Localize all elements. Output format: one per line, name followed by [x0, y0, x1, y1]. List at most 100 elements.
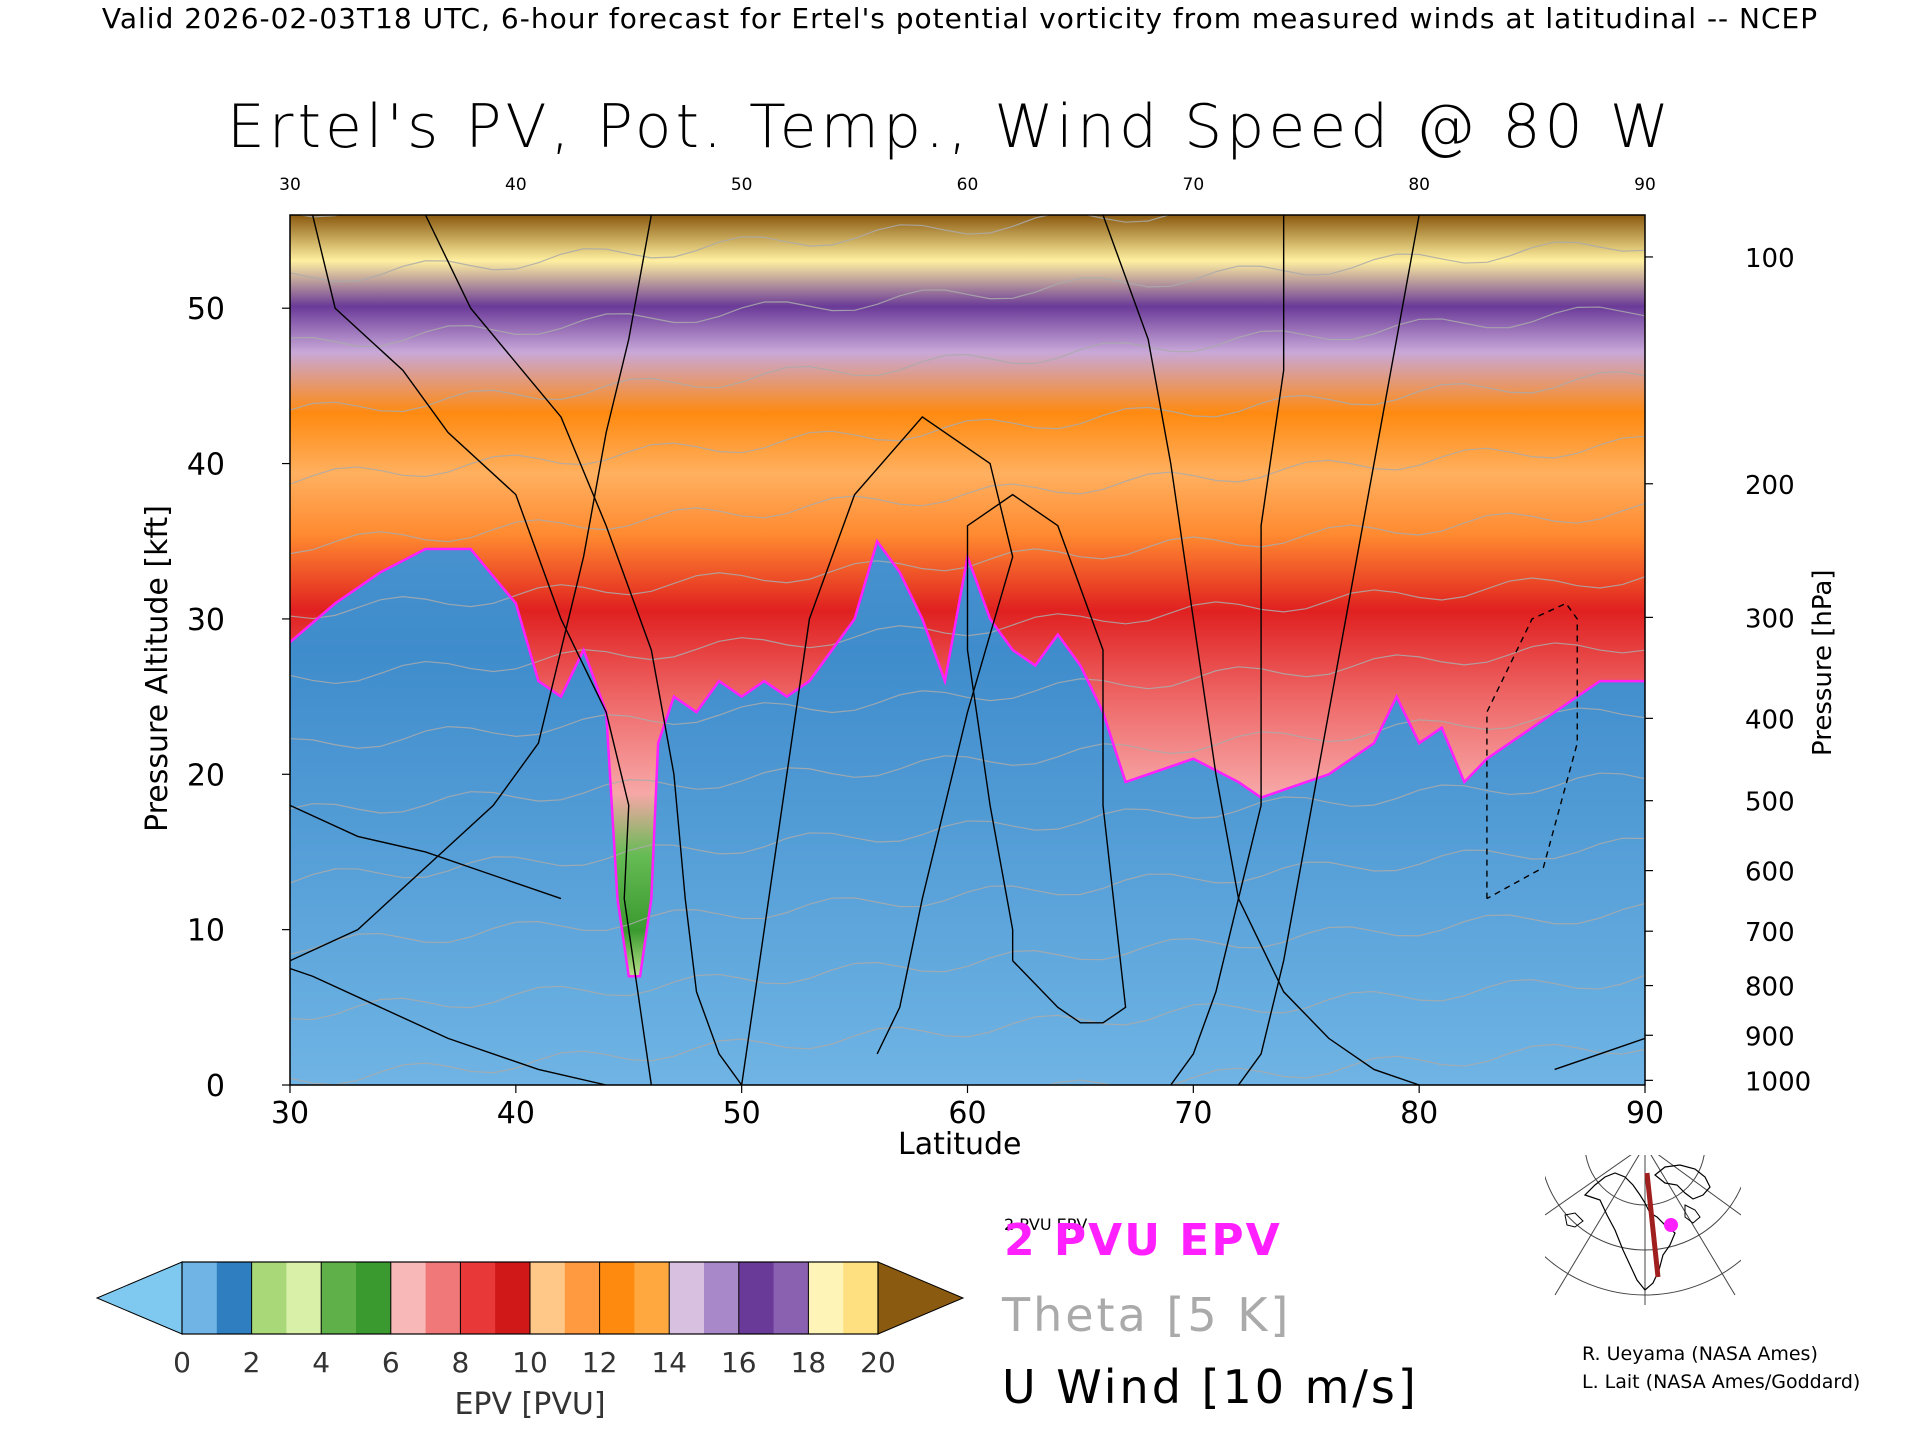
colorbar-band — [460, 1262, 496, 1334]
pressure-tick-label: 700 — [1745, 918, 1795, 948]
colorbar-band — [634, 1262, 670, 1334]
theta-line — [290, 642, 1645, 749]
x-tick-label: 30 — [271, 1096, 309, 1131]
pressure-tick-label: 1000 — [1745, 1067, 1811, 1097]
wind-line — [1237, 215, 1420, 1085]
wind-line — [1102, 215, 1420, 1085]
y-tick-label: 10 — [187, 914, 225, 949]
pressure-tick-label: 900 — [1745, 1022, 1795, 1052]
x-top-tick-label: 40 — [505, 175, 527, 195]
wind-line — [424, 215, 743, 1085]
colorbar-tick-label: 20 — [860, 1346, 896, 1379]
forecast-header: Valid 2026-02-03T18 UTC, 6-hour forecast… — [101, 2, 1819, 35]
theta-line — [290, 435, 1645, 555]
theta-line — [290, 837, 1645, 955]
x-tick-label: 90 — [1626, 1096, 1664, 1131]
stratosphere-fill — [290, 215, 1645, 977]
colorbar-tick-label: 4 — [312, 1346, 330, 1379]
colorbar-under — [95, 1261, 183, 1335]
credits: R. Ueyama (NASA Ames) L. Lait (NASA Ames… — [1582, 1340, 1860, 1396]
x-tick-label: 70 — [1174, 1096, 1212, 1131]
credit-line-2: L. Lait (NASA Ames/Goddard) — [1582, 1371, 1861, 1393]
colorbar-tick-label: 12 — [582, 1346, 618, 1379]
colorbar-tick-label: 18 — [791, 1346, 827, 1379]
colorbar-band — [669, 1262, 705, 1334]
theta-line — [290, 974, 1645, 1085]
colorbar-band — [773, 1262, 809, 1334]
pressure-tick-label: 300 — [1745, 604, 1795, 634]
wind-line — [740, 416, 1014, 1085]
legend-theta: Theta [5 K] — [1002, 1288, 1292, 1342]
chart-title-text: Ertel's PV, Pot. Temp., Wind Speed @ 80 … — [226, 92, 1674, 162]
colorbar-band — [808, 1262, 844, 1334]
colorbar-band — [216, 1262, 253, 1334]
colorbar-band — [843, 1262, 879, 1334]
colorbar-tick-label: 16 — [721, 1346, 757, 1379]
chart-title: Ertel's PV, Pot. Temp., Wind Speed @ 80 … — [0, 92, 1920, 162]
theta-line — [290, 215, 1171, 283]
pressure-tick-label: 800 — [1745, 973, 1795, 1003]
easterly-wind-line — [1486, 602, 1578, 900]
pressure-tick-label: 100 — [1745, 244, 1795, 274]
pressure-tick-label: 200 — [1745, 471, 1795, 501]
x-top-tick-label: 70 — [1183, 175, 1205, 195]
colorbar-tick-label: 14 — [651, 1346, 687, 1379]
colorbar-band — [738, 1262, 775, 1334]
colorbar-band — [425, 1262, 461, 1334]
theta-line — [290, 241, 1645, 347]
y-tick-label: 40 — [187, 448, 225, 483]
theta-line — [290, 902, 1645, 1021]
theta-line — [290, 306, 1645, 413]
colorbar-band — [182, 1262, 218, 1334]
wind-line — [1170, 215, 1285, 1085]
theta-line — [297, 215, 340, 218]
colorbar-tick-label: 10 — [512, 1346, 548, 1379]
colorbar-band — [286, 1262, 322, 1334]
theta-line — [290, 772, 1645, 884]
colorbar-label: EPV [PVU] — [454, 1387, 605, 1422]
legend-pv-text: 2 PVU EPV — [1004, 1215, 1282, 1266]
theta-contours — [290, 215, 1645, 1085]
wind-line — [1554, 1037, 1645, 1071]
theta-line — [1047, 1043, 1645, 1085]
y-tick-label: 30 — [187, 603, 225, 638]
colorbar-band — [251, 1262, 287, 1334]
x-tick-label: 80 — [1400, 1096, 1438, 1131]
x-tick-label: 50 — [723, 1096, 761, 1131]
legend-pv: 2 PVU EPV — [1004, 1215, 1088, 1234]
pv-2-contour — [290, 538, 1645, 978]
y-axis-label: Pressure Altitude [kft] — [140, 505, 175, 832]
x-tick-label: 60 — [948, 1096, 986, 1131]
colorbar-band — [495, 1262, 531, 1334]
colorbar-tick-label: 6 — [382, 1346, 400, 1379]
pressure-axis-label: Pressure [hPa] — [1808, 569, 1838, 757]
x-top-tick-label: 90 — [1634, 175, 1656, 195]
theta-line — [290, 371, 1645, 485]
wind-contours — [290, 215, 1645, 1085]
x-top-tick-label: 50 — [731, 175, 753, 195]
colorbar-band — [704, 1262, 740, 1334]
colorbar-band — [356, 1262, 392, 1334]
wind-line — [290, 215, 653, 962]
pressure-tick-label: 500 — [1745, 788, 1795, 818]
y-tick-label: 0 — [206, 1069, 225, 1104]
pressure-tick-label: 400 — [1745, 705, 1795, 735]
locator-map — [1494, 994, 1796, 1305]
wind-line — [290, 804, 562, 900]
colorbar-tick-label: 0 — [173, 1346, 191, 1379]
wind-line — [290, 967, 607, 1085]
pressure-tick-label: 600 — [1745, 858, 1795, 888]
wind-line — [966, 493, 1127, 1024]
x-top-tick-label: 60 — [957, 175, 979, 195]
colorbar-tick-label: 8 — [451, 1346, 469, 1379]
x-axis-label: Latitude — [898, 1127, 1022, 1162]
colorbar-over — [877, 1261, 965, 1335]
colorbar-band — [530, 1262, 566, 1334]
x-tick-label: 40 — [497, 1096, 535, 1131]
wind-line — [311, 215, 653, 1085]
theta-line — [290, 707, 1645, 814]
colorbar-band — [599, 1262, 635, 1334]
x-top-tick-label: 80 — [1408, 175, 1430, 195]
colorbar-tick-label: 2 — [243, 1346, 261, 1379]
